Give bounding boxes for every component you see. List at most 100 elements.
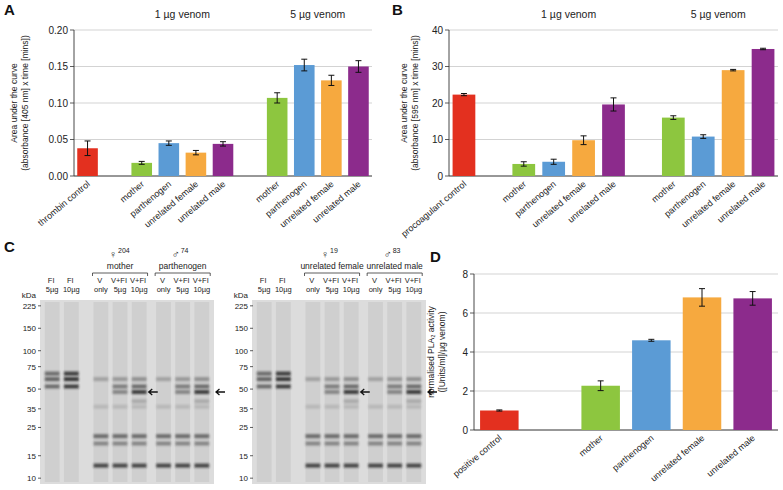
- lane-label: V only: [94, 276, 108, 294]
- error-cap: [139, 164, 145, 165]
- band: [194, 405, 209, 409]
- band: [132, 405, 147, 409]
- error-stem: [358, 61, 359, 73]
- error-cap: [166, 140, 172, 141]
- tick-mark: [445, 176, 449, 177]
- lane: [113, 302, 128, 482]
- error-stem: [277, 93, 278, 103]
- error-cap: [750, 291, 756, 292]
- band: [132, 377, 147, 381]
- error-bar: [220, 142, 226, 146]
- lane: [94, 302, 109, 482]
- ladder-tick: [250, 366, 253, 367]
- specimen-number: 204: [118, 247, 130, 254]
- error-cap: [670, 115, 676, 116]
- error-bar: [700, 135, 706, 139]
- y-axis: [449, 30, 450, 176]
- bar: [512, 164, 535, 176]
- ladder-tick: [250, 305, 253, 306]
- bar: [453, 95, 476, 176]
- ladder-label: 25: [27, 423, 36, 432]
- lane-label-line: V+FI: [386, 276, 404, 285]
- category-label: mother: [500, 179, 528, 205]
- band: [276, 384, 291, 388]
- error-cap: [521, 161, 527, 162]
- lane-label: V+FI 5µg: [386, 276, 404, 294]
- error-cap: [301, 70, 307, 71]
- error-cap: [496, 409, 502, 410]
- band: [368, 405, 383, 409]
- lane-label-line: V: [97, 276, 104, 285]
- band: [257, 384, 272, 388]
- error-stem: [195, 150, 196, 154]
- ladder-label: 100: [23, 347, 37, 356]
- bar: [733, 298, 772, 430]
- band: [406, 434, 421, 438]
- arrow: [428, 389, 437, 395]
- band: [194, 390, 209, 394]
- error-cap: [611, 111, 617, 112]
- lane-label: FI 10µg: [275, 276, 292, 294]
- band: [325, 405, 340, 409]
- group-label: unrelated male: [367, 261, 424, 271]
- bar: [692, 137, 715, 176]
- error-cap: [581, 144, 587, 145]
- group-label: mother: [107, 261, 134, 271]
- bar: [186, 153, 207, 176]
- lane: [194, 302, 209, 482]
- band: [94, 434, 109, 438]
- tick-mark: [70, 139, 74, 140]
- error-cap: [166, 145, 172, 146]
- ladder-tick: [250, 427, 253, 428]
- ladder-tick: [250, 328, 253, 329]
- specimen-number: 83: [393, 247, 401, 254]
- band: [132, 399, 147, 403]
- error-cap: [85, 155, 91, 156]
- lane-label: FI 10µg: [63, 276, 80, 294]
- ladder-label: 10: [239, 474, 248, 483]
- ladder-tick: [38, 427, 41, 428]
- y-axis-label: (absorbance [595 nm] x time [mins]): [410, 35, 420, 171]
- lane-label: V+FI 5µg: [111, 276, 129, 294]
- category-label: procoagulant control: [399, 179, 468, 239]
- error-cap: [598, 380, 604, 381]
- group-annotation: 5 µg venom: [691, 8, 746, 20]
- ladder-tick: [38, 328, 41, 329]
- bar: [572, 140, 595, 176]
- tick-label: 0.20: [49, 25, 69, 36]
- band: [132, 434, 147, 438]
- error-bar: [670, 116, 676, 120]
- error-cap: [760, 48, 766, 49]
- band: [156, 405, 171, 409]
- bar-chart: 010203040procoagulant controlmotherparth…: [392, 1, 778, 239]
- sex-symbol: ♀: [109, 248, 117, 260]
- bar: [752, 49, 775, 176]
- band: [325, 377, 340, 381]
- error-stem: [553, 159, 554, 164]
- lane-label-line: only: [157, 285, 171, 294]
- band: [156, 434, 171, 438]
- lane: [132, 302, 147, 482]
- lane: [156, 302, 171, 482]
- lane-label: FI 5µg: [258, 276, 271, 294]
- grid-line: [474, 274, 778, 275]
- category-label: unrelated female: [680, 179, 738, 230]
- bar: [131, 163, 152, 176]
- band: [94, 377, 109, 381]
- ladder-label: 100: [235, 347, 249, 356]
- error-bar: [139, 161, 145, 164]
- band: [368, 442, 383, 446]
- error-cap: [496, 411, 502, 412]
- band: [257, 372, 272, 376]
- band: [94, 405, 109, 409]
- ladder-label: 225: [23, 302, 37, 311]
- group-label: unrelated female: [300, 261, 364, 271]
- band: [344, 434, 359, 438]
- band: [406, 405, 421, 409]
- band: [156, 464, 171, 468]
- band: [325, 464, 340, 468]
- category-label: unrelated female: [530, 179, 588, 230]
- error-cap: [760, 49, 766, 50]
- band: [344, 405, 359, 409]
- category-label: positive control: [451, 433, 503, 479]
